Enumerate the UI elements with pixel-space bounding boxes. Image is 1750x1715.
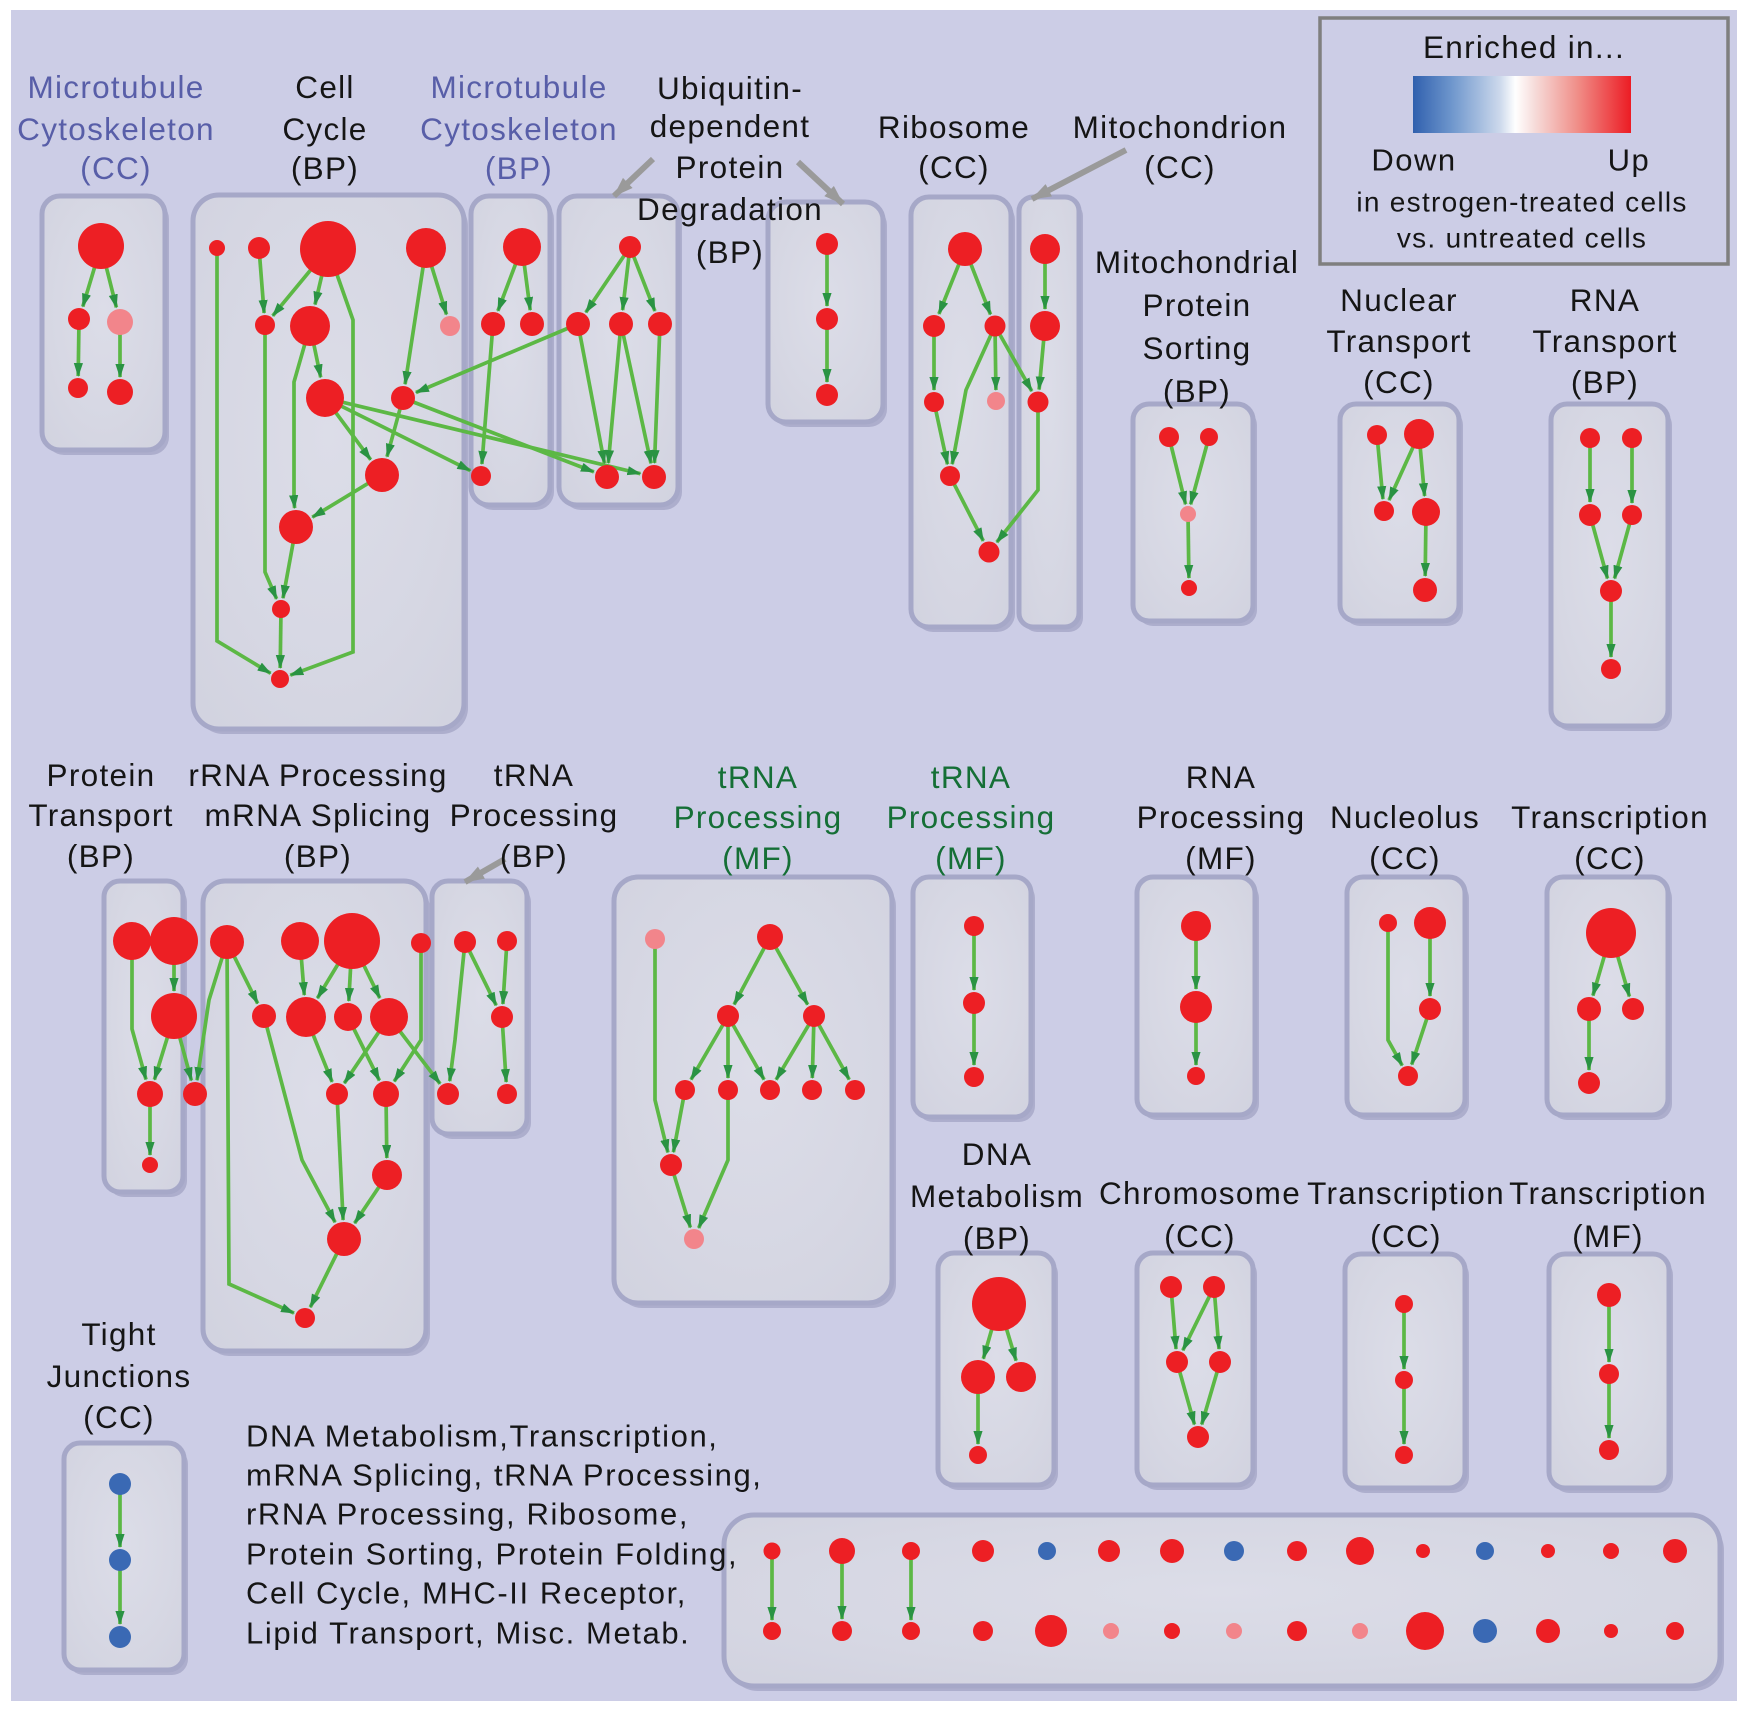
svg-text:Cycle: Cycle	[282, 111, 367, 147]
svg-text:Ubiquitin-: Ubiquitin-	[657, 70, 803, 106]
svg-text:in estrogen-treated cells: in estrogen-treated cells	[1356, 187, 1687, 218]
svg-text:dependent: dependent	[650, 108, 811, 144]
svg-text:Sorting: Sorting	[1143, 330, 1252, 366]
svg-text:(CC): (CC)	[918, 149, 990, 185]
svg-text:Cell: Cell	[295, 69, 354, 105]
svg-text:(MF): (MF)	[722, 840, 794, 876]
svg-text:Transport: Transport	[1326, 323, 1471, 359]
svg-text:Processing: Processing	[1137, 799, 1306, 835]
svg-text:(BP): (BP)	[963, 1220, 1031, 1256]
svg-text:tRNA: tRNA	[718, 759, 798, 795]
svg-text:mRNA Splicing: mRNA Splicing	[205, 797, 432, 833]
svg-text:tRNA: tRNA	[931, 759, 1011, 795]
svg-text:(CC): (CC)	[1370, 1218, 1442, 1254]
svg-text:Mitochondrial: Mitochondrial	[1095, 244, 1299, 280]
svg-text:Ribosome: Ribosome	[878, 109, 1030, 145]
svg-text:Protein: Protein	[47, 757, 156, 793]
svg-text:Processing: Processing	[887, 799, 1056, 835]
svg-text:Microtubule: Microtubule	[27, 69, 204, 105]
svg-text:Metabolism: Metabolism	[910, 1178, 1084, 1214]
svg-text:Up: Up	[1608, 143, 1651, 178]
svg-text:(BP): (BP)	[696, 234, 764, 270]
svg-text:Protein: Protein	[1143, 287, 1252, 323]
svg-text:Chromosome: Chromosome	[1099, 1175, 1301, 1211]
svg-text:(MF): (MF)	[1185, 840, 1257, 876]
svg-text:Transport: Transport	[1532, 323, 1677, 359]
svg-text:Cell Cycle, MHC-II Receptor,: Cell Cycle, MHC-II Receptor,	[246, 1576, 687, 1611]
svg-text:(CC): (CC)	[80, 150, 152, 186]
svg-text:Transcription: Transcription	[1509, 1175, 1707, 1211]
svg-text:(CC): (CC)	[1574, 840, 1646, 876]
svg-text:rRNA Processing, Ribosome,: rRNA Processing, Ribosome,	[246, 1497, 689, 1532]
svg-text:(BP): (BP)	[485, 150, 553, 186]
svg-text:Degradation: Degradation	[637, 191, 823, 227]
svg-text:Transcription: Transcription	[1511, 799, 1709, 835]
svg-text:(CC): (CC)	[1164, 1218, 1236, 1254]
svg-text:RNA: RNA	[1186, 759, 1256, 795]
svg-text:(BP): (BP)	[284, 838, 352, 874]
svg-text:Enriched in...: Enriched in...	[1423, 29, 1625, 65]
svg-text:Nucleolus: Nucleolus	[1330, 799, 1480, 835]
svg-text:mRNA Splicing, tRNA Processing: mRNA Splicing, tRNA Processing,	[246, 1458, 763, 1493]
svg-text:tRNA: tRNA	[494, 757, 574, 793]
svg-text:Protein: Protein	[676, 149, 785, 185]
svg-text:Processing: Processing	[450, 797, 619, 833]
svg-text:(CC): (CC)	[1369, 840, 1441, 876]
svg-text:(BP): (BP)	[1571, 364, 1639, 400]
svg-text:Microtubule: Microtubule	[430, 69, 607, 105]
svg-text:Tight: Tight	[81, 1316, 156, 1352]
svg-text:Mitochondrion: Mitochondrion	[1073, 109, 1288, 145]
svg-text:Transport: Transport	[28, 797, 173, 833]
svg-text:(BP): (BP)	[1163, 373, 1231, 409]
svg-text:DNA Metabolism,Transcription,: DNA Metabolism,Transcription,	[246, 1419, 719, 1454]
svg-text:RNA: RNA	[1570, 282, 1640, 318]
svg-text:Down: Down	[1371, 143, 1456, 178]
svg-text:(CC): (CC)	[1363, 364, 1435, 400]
svg-text:(MF): (MF)	[1572, 1218, 1644, 1254]
svg-text:(MF): (MF)	[935, 840, 1007, 876]
svg-text:Lipid Transport, Misc. Metab.: Lipid Transport, Misc. Metab.	[246, 1616, 690, 1651]
svg-text:(CC): (CC)	[83, 1399, 155, 1435]
svg-text:(BP): (BP)	[500, 838, 568, 874]
svg-text:Processing: Processing	[674, 799, 843, 835]
svg-text:Junctions: Junctions	[47, 1358, 192, 1394]
svg-text:(BP): (BP)	[291, 150, 359, 186]
svg-text:Protein Sorting, Protein Foldi: Protein Sorting, Protein Folding,	[246, 1537, 738, 1572]
svg-text:Cytoskeleton: Cytoskeleton	[17, 111, 215, 147]
svg-text:(CC): (CC)	[1144, 149, 1216, 185]
svg-text:DNA: DNA	[962, 1136, 1032, 1172]
svg-text:Cytoskeleton: Cytoskeleton	[420, 111, 618, 147]
svg-text:(BP): (BP)	[67, 838, 135, 874]
svg-text:Transcription: Transcription	[1307, 1175, 1505, 1211]
svg-text:rRNA Processing: rRNA Processing	[188, 757, 447, 793]
svg-text:vs. untreated cells: vs. untreated cells	[1397, 223, 1647, 254]
svg-text:Nuclear: Nuclear	[1340, 282, 1458, 318]
